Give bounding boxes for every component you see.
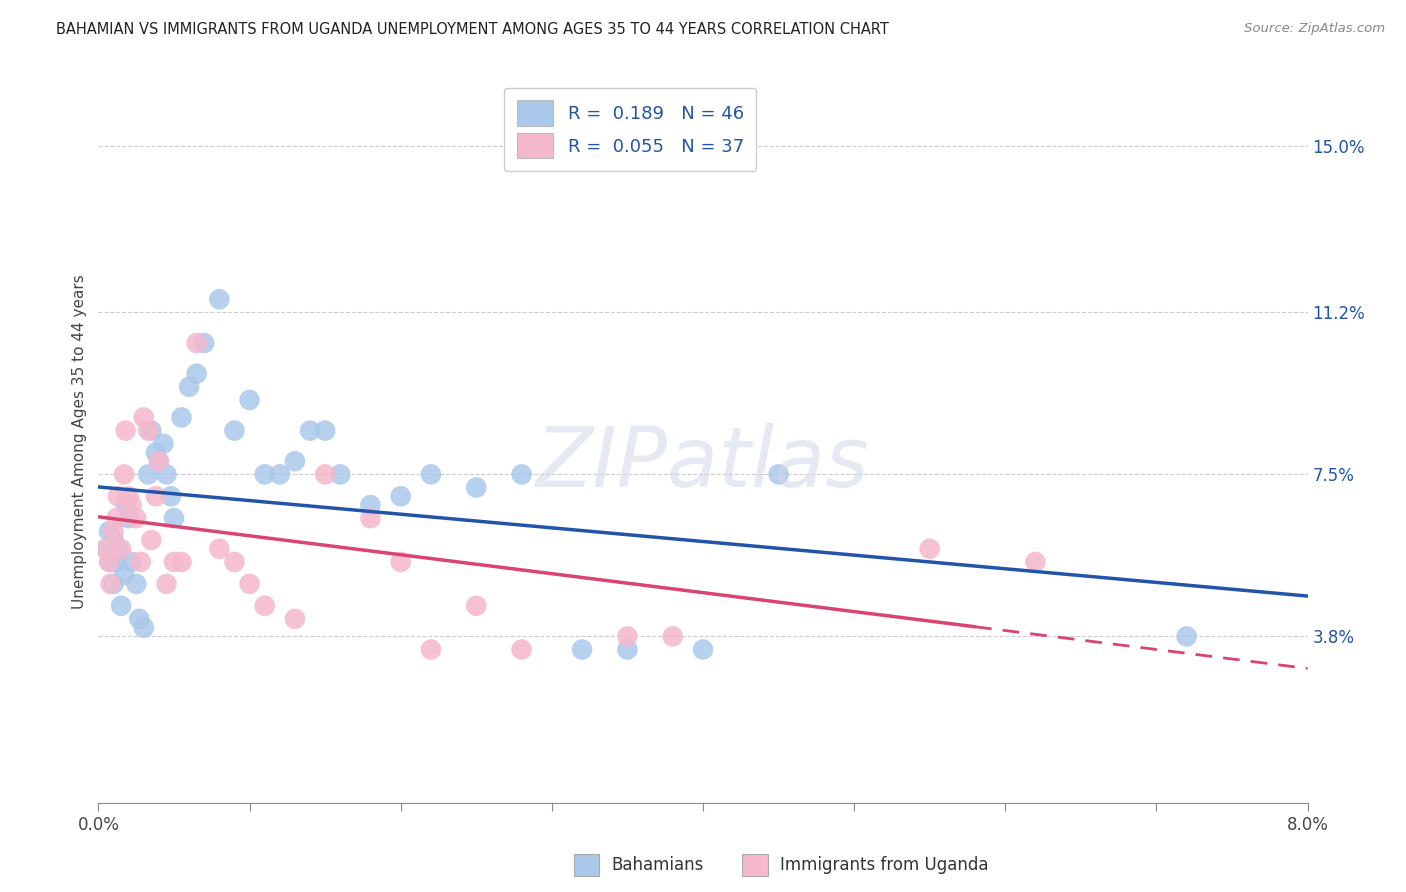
Point: [186, 367, 208, 381]
Point: [329, 467, 352, 482]
Point: [141, 533, 163, 547]
Point: [112, 568, 135, 582]
Point: [360, 511, 382, 525]
Point: [193, 336, 215, 351]
Point: [661, 629, 683, 643]
Point: [121, 555, 143, 569]
Point: [239, 577, 262, 591]
Point: [114, 424, 136, 438]
Point: [239, 392, 262, 407]
Point: [155, 577, 177, 591]
Point: [360, 498, 382, 512]
Point: [132, 410, 155, 425]
Point: [136, 424, 159, 438]
Text: ZIPatlas: ZIPatlas: [536, 423, 870, 504]
Point: [314, 424, 336, 438]
Text: Source: ZipAtlas.com: Source: ZipAtlas.com: [1244, 22, 1385, 36]
Point: [616, 642, 638, 657]
Point: [1024, 555, 1046, 569]
Point: [132, 621, 155, 635]
Point: [692, 642, 714, 657]
Point: [163, 555, 186, 569]
Point: [314, 467, 336, 482]
Point: [389, 555, 412, 569]
Point: [98, 555, 121, 569]
Point: [918, 541, 941, 556]
Point: [510, 467, 533, 482]
Point: [118, 511, 141, 525]
Point: [94, 541, 117, 556]
Point: [163, 511, 186, 525]
Point: [148, 454, 170, 468]
Y-axis label: Unemployment Among Ages 35 to 44 years: Unemployment Among Ages 35 to 44 years: [72, 274, 87, 609]
Point: [103, 524, 125, 539]
Point: [269, 467, 291, 482]
Point: [420, 642, 443, 657]
Point: [299, 424, 322, 438]
Point: [145, 445, 167, 459]
Point: [114, 498, 136, 512]
Point: [160, 489, 183, 503]
Point: [110, 599, 132, 613]
Point: [141, 424, 163, 438]
Point: [224, 555, 246, 569]
Point: [389, 489, 412, 503]
Point: [420, 467, 443, 482]
Point: [100, 577, 122, 591]
Point: [616, 629, 638, 643]
Point: [103, 533, 125, 547]
Point: [170, 555, 193, 569]
Point: [94, 541, 117, 556]
Text: Immigrants from Uganda: Immigrants from Uganda: [780, 856, 988, 874]
Point: [253, 467, 276, 482]
Point: [136, 467, 159, 482]
Point: [208, 292, 231, 306]
Legend: R =  0.189   N = 46, R =  0.055   N = 37: R = 0.189 N = 46, R = 0.055 N = 37: [505, 87, 756, 171]
Point: [571, 642, 593, 657]
Point: [510, 642, 533, 657]
Point: [465, 481, 488, 495]
Point: [152, 436, 174, 450]
Point: [105, 555, 128, 569]
Point: [112, 467, 135, 482]
Point: [208, 541, 231, 556]
Point: [1175, 629, 1198, 643]
Point: [284, 612, 307, 626]
Point: [125, 511, 148, 525]
Point: [170, 410, 193, 425]
Point: [253, 599, 276, 613]
Point: [768, 467, 790, 482]
Point: [186, 336, 208, 351]
Point: [284, 454, 307, 468]
Point: [100, 555, 122, 569]
Text: BAHAMIAN VS IMMIGRANTS FROM UGANDA UNEMPLOYMENT AMONG AGES 35 TO 44 YEARS CORREL: BAHAMIAN VS IMMIGRANTS FROM UGANDA UNEMP…: [56, 22, 889, 37]
Point: [155, 467, 177, 482]
Point: [107, 489, 129, 503]
Point: [148, 454, 170, 468]
Point: [129, 555, 152, 569]
Point: [179, 380, 201, 394]
Point: [107, 541, 129, 556]
Point: [128, 612, 150, 626]
Text: Bahamians: Bahamians: [612, 856, 704, 874]
Point: [118, 489, 141, 503]
Point: [98, 524, 121, 539]
Point: [121, 498, 143, 512]
Point: [125, 577, 148, 591]
Point: [465, 599, 488, 613]
Point: [224, 424, 246, 438]
Point: [105, 511, 128, 525]
Point: [103, 577, 125, 591]
Point: [110, 541, 132, 556]
Point: [145, 489, 167, 503]
